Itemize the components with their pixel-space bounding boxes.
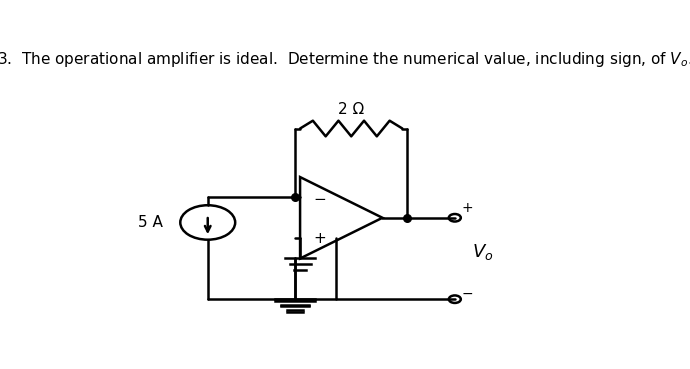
Text: $+$: $+$ (313, 231, 326, 246)
Text: $-$: $-$ (313, 190, 326, 205)
Text: $-$: $-$ (461, 286, 473, 300)
Text: $V_o$: $V_o$ (471, 242, 493, 262)
Text: 3.  The operational amplifier is ideal.  Determine the numerical value, includin: 3. The operational amplifier is ideal. D… (0, 50, 690, 69)
Point (402, 215, 413, 221)
Text: +: + (462, 201, 473, 215)
Text: 5 A: 5 A (138, 215, 163, 230)
Text: 2 Ω: 2 Ω (338, 102, 364, 117)
Point (290, 194, 301, 200)
